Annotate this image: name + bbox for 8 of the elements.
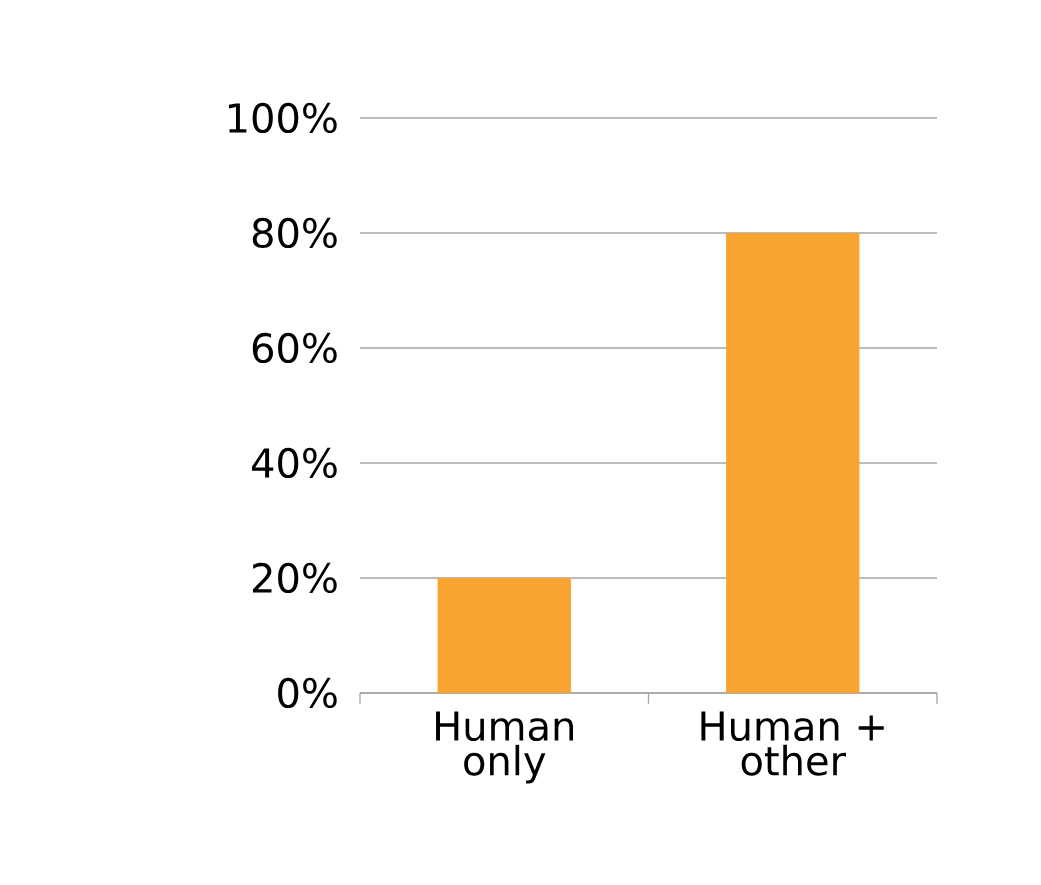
x-tick-label: Human + other bbox=[701, 711, 884, 776]
y-tick-label: 0% bbox=[278, 677, 337, 709]
y-tick-label: 60% bbox=[252, 332, 337, 364]
y-tick-label: 100% bbox=[228, 102, 337, 134]
y-tick-label: 80% bbox=[252, 217, 337, 249]
y-tick-label: 40% bbox=[251, 447, 337, 479]
y-tick-label: 20% bbox=[252, 562, 337, 594]
x-tick-label: Human only bbox=[436, 711, 573, 784]
